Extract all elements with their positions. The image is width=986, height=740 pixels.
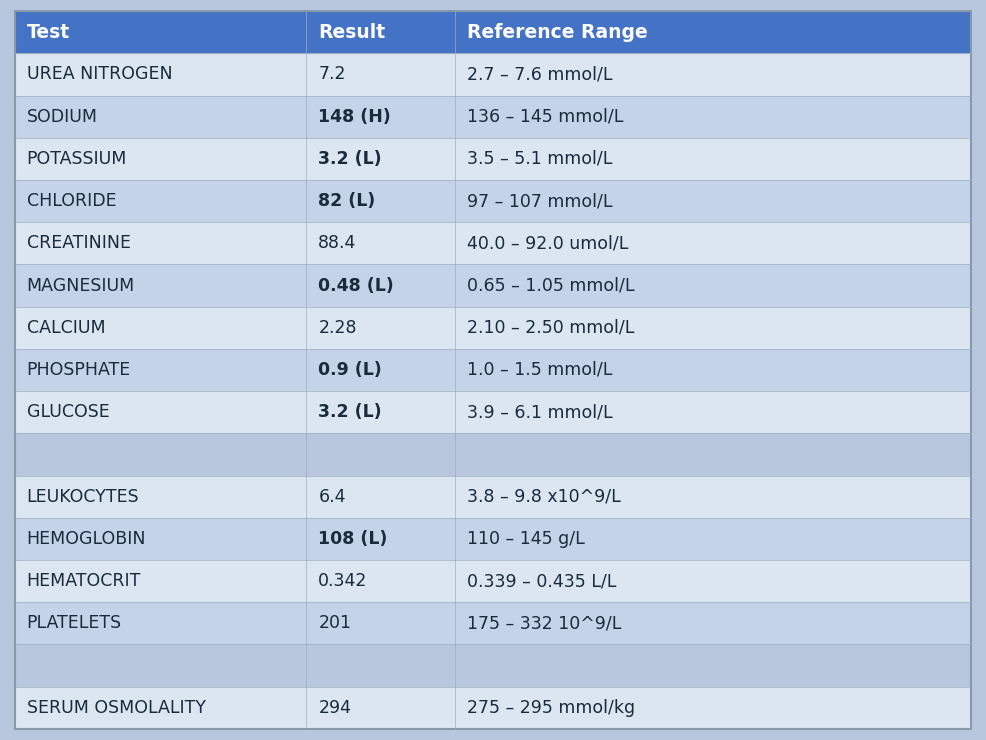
Text: 136 – 145 mmol/L: 136 – 145 mmol/L	[466, 107, 623, 126]
Text: 6.4: 6.4	[318, 488, 346, 505]
Text: SERUM OSMOLALITY: SERUM OSMOLALITY	[27, 699, 206, 717]
Bar	[15, 95, 971, 138]
Text: PHOSPHATE: PHOSPHATE	[27, 361, 131, 379]
Text: 0.65 – 1.05 mmol/L: 0.65 – 1.05 mmol/L	[466, 277, 634, 295]
Text: 0.339 – 0.435 L/L: 0.339 – 0.435 L/L	[466, 572, 616, 590]
Bar	[15, 306, 971, 349]
Text: SODIUM: SODIUM	[27, 107, 98, 126]
Bar	[15, 11, 971, 53]
Text: UREA NITROGEN: UREA NITROGEN	[27, 65, 173, 84]
Text: HEMATOCRIT: HEMATOCRIT	[27, 572, 141, 590]
Text: HEMOGLOBIN: HEMOGLOBIN	[27, 530, 146, 548]
Text: 294: 294	[318, 699, 351, 717]
Bar	[15, 222, 971, 264]
Text: MAGNESIUM: MAGNESIUM	[27, 277, 135, 295]
Bar	[15, 138, 971, 180]
Text: POTASSIUM: POTASSIUM	[27, 150, 127, 168]
Bar	[15, 645, 971, 687]
Bar	[15, 687, 971, 729]
Text: 0.9 (L): 0.9 (L)	[318, 361, 383, 379]
Text: Result: Result	[318, 23, 386, 41]
Text: 175 – 332 10^9/L: 175 – 332 10^9/L	[466, 614, 621, 633]
Text: PLATELETS: PLATELETS	[27, 614, 121, 633]
Text: CREATININE: CREATININE	[27, 235, 130, 252]
Text: Reference Range: Reference Range	[466, 23, 648, 41]
Text: 0.342: 0.342	[318, 572, 368, 590]
Text: 108 (L): 108 (L)	[318, 530, 387, 548]
Bar	[15, 602, 971, 645]
Bar	[15, 264, 971, 306]
Text: 148 (H): 148 (H)	[318, 107, 391, 126]
Text: GLUCOSE: GLUCOSE	[27, 403, 109, 421]
Text: CALCIUM: CALCIUM	[27, 319, 106, 337]
Text: 3.2 (L): 3.2 (L)	[318, 403, 382, 421]
Text: 2.28: 2.28	[318, 319, 357, 337]
Text: 3.8 – 9.8 x10^9/L: 3.8 – 9.8 x10^9/L	[466, 488, 620, 505]
Text: 7.2: 7.2	[318, 65, 346, 84]
Text: 0.48 (L): 0.48 (L)	[318, 277, 394, 295]
Bar	[15, 434, 971, 476]
Text: 3.5 – 5.1 mmol/L: 3.5 – 5.1 mmol/L	[466, 150, 612, 168]
Text: 1.0 – 1.5 mmol/L: 1.0 – 1.5 mmol/L	[466, 361, 612, 379]
Text: 2.7 – 7.6 mmol/L: 2.7 – 7.6 mmol/L	[466, 65, 612, 84]
Text: 97 – 107 mmol/L: 97 – 107 mmol/L	[466, 192, 612, 210]
Text: 110 – 145 g/L: 110 – 145 g/L	[466, 530, 585, 548]
Text: 275 – 295 mmol/kg: 275 – 295 mmol/kg	[466, 699, 635, 717]
Bar	[15, 560, 971, 602]
Bar	[15, 349, 971, 391]
Bar	[15, 476, 971, 518]
Bar	[15, 180, 971, 222]
Text: CHLORIDE: CHLORIDE	[27, 192, 116, 210]
Text: 40.0 – 92.0 umol/L: 40.0 – 92.0 umol/L	[466, 235, 628, 252]
Bar	[15, 391, 971, 434]
Bar	[15, 518, 971, 560]
Text: 88.4: 88.4	[318, 235, 357, 252]
Text: 3.2 (L): 3.2 (L)	[318, 150, 382, 168]
Text: LEUKOCYTES: LEUKOCYTES	[27, 488, 139, 505]
Text: 201: 201	[318, 614, 351, 633]
Text: 3.9 – 6.1 mmol/L: 3.9 – 6.1 mmol/L	[466, 403, 612, 421]
Bar	[15, 53, 971, 95]
Text: Test: Test	[27, 23, 70, 41]
Text: 2.10 – 2.50 mmol/L: 2.10 – 2.50 mmol/L	[466, 319, 634, 337]
Text: 82 (L): 82 (L)	[318, 192, 376, 210]
